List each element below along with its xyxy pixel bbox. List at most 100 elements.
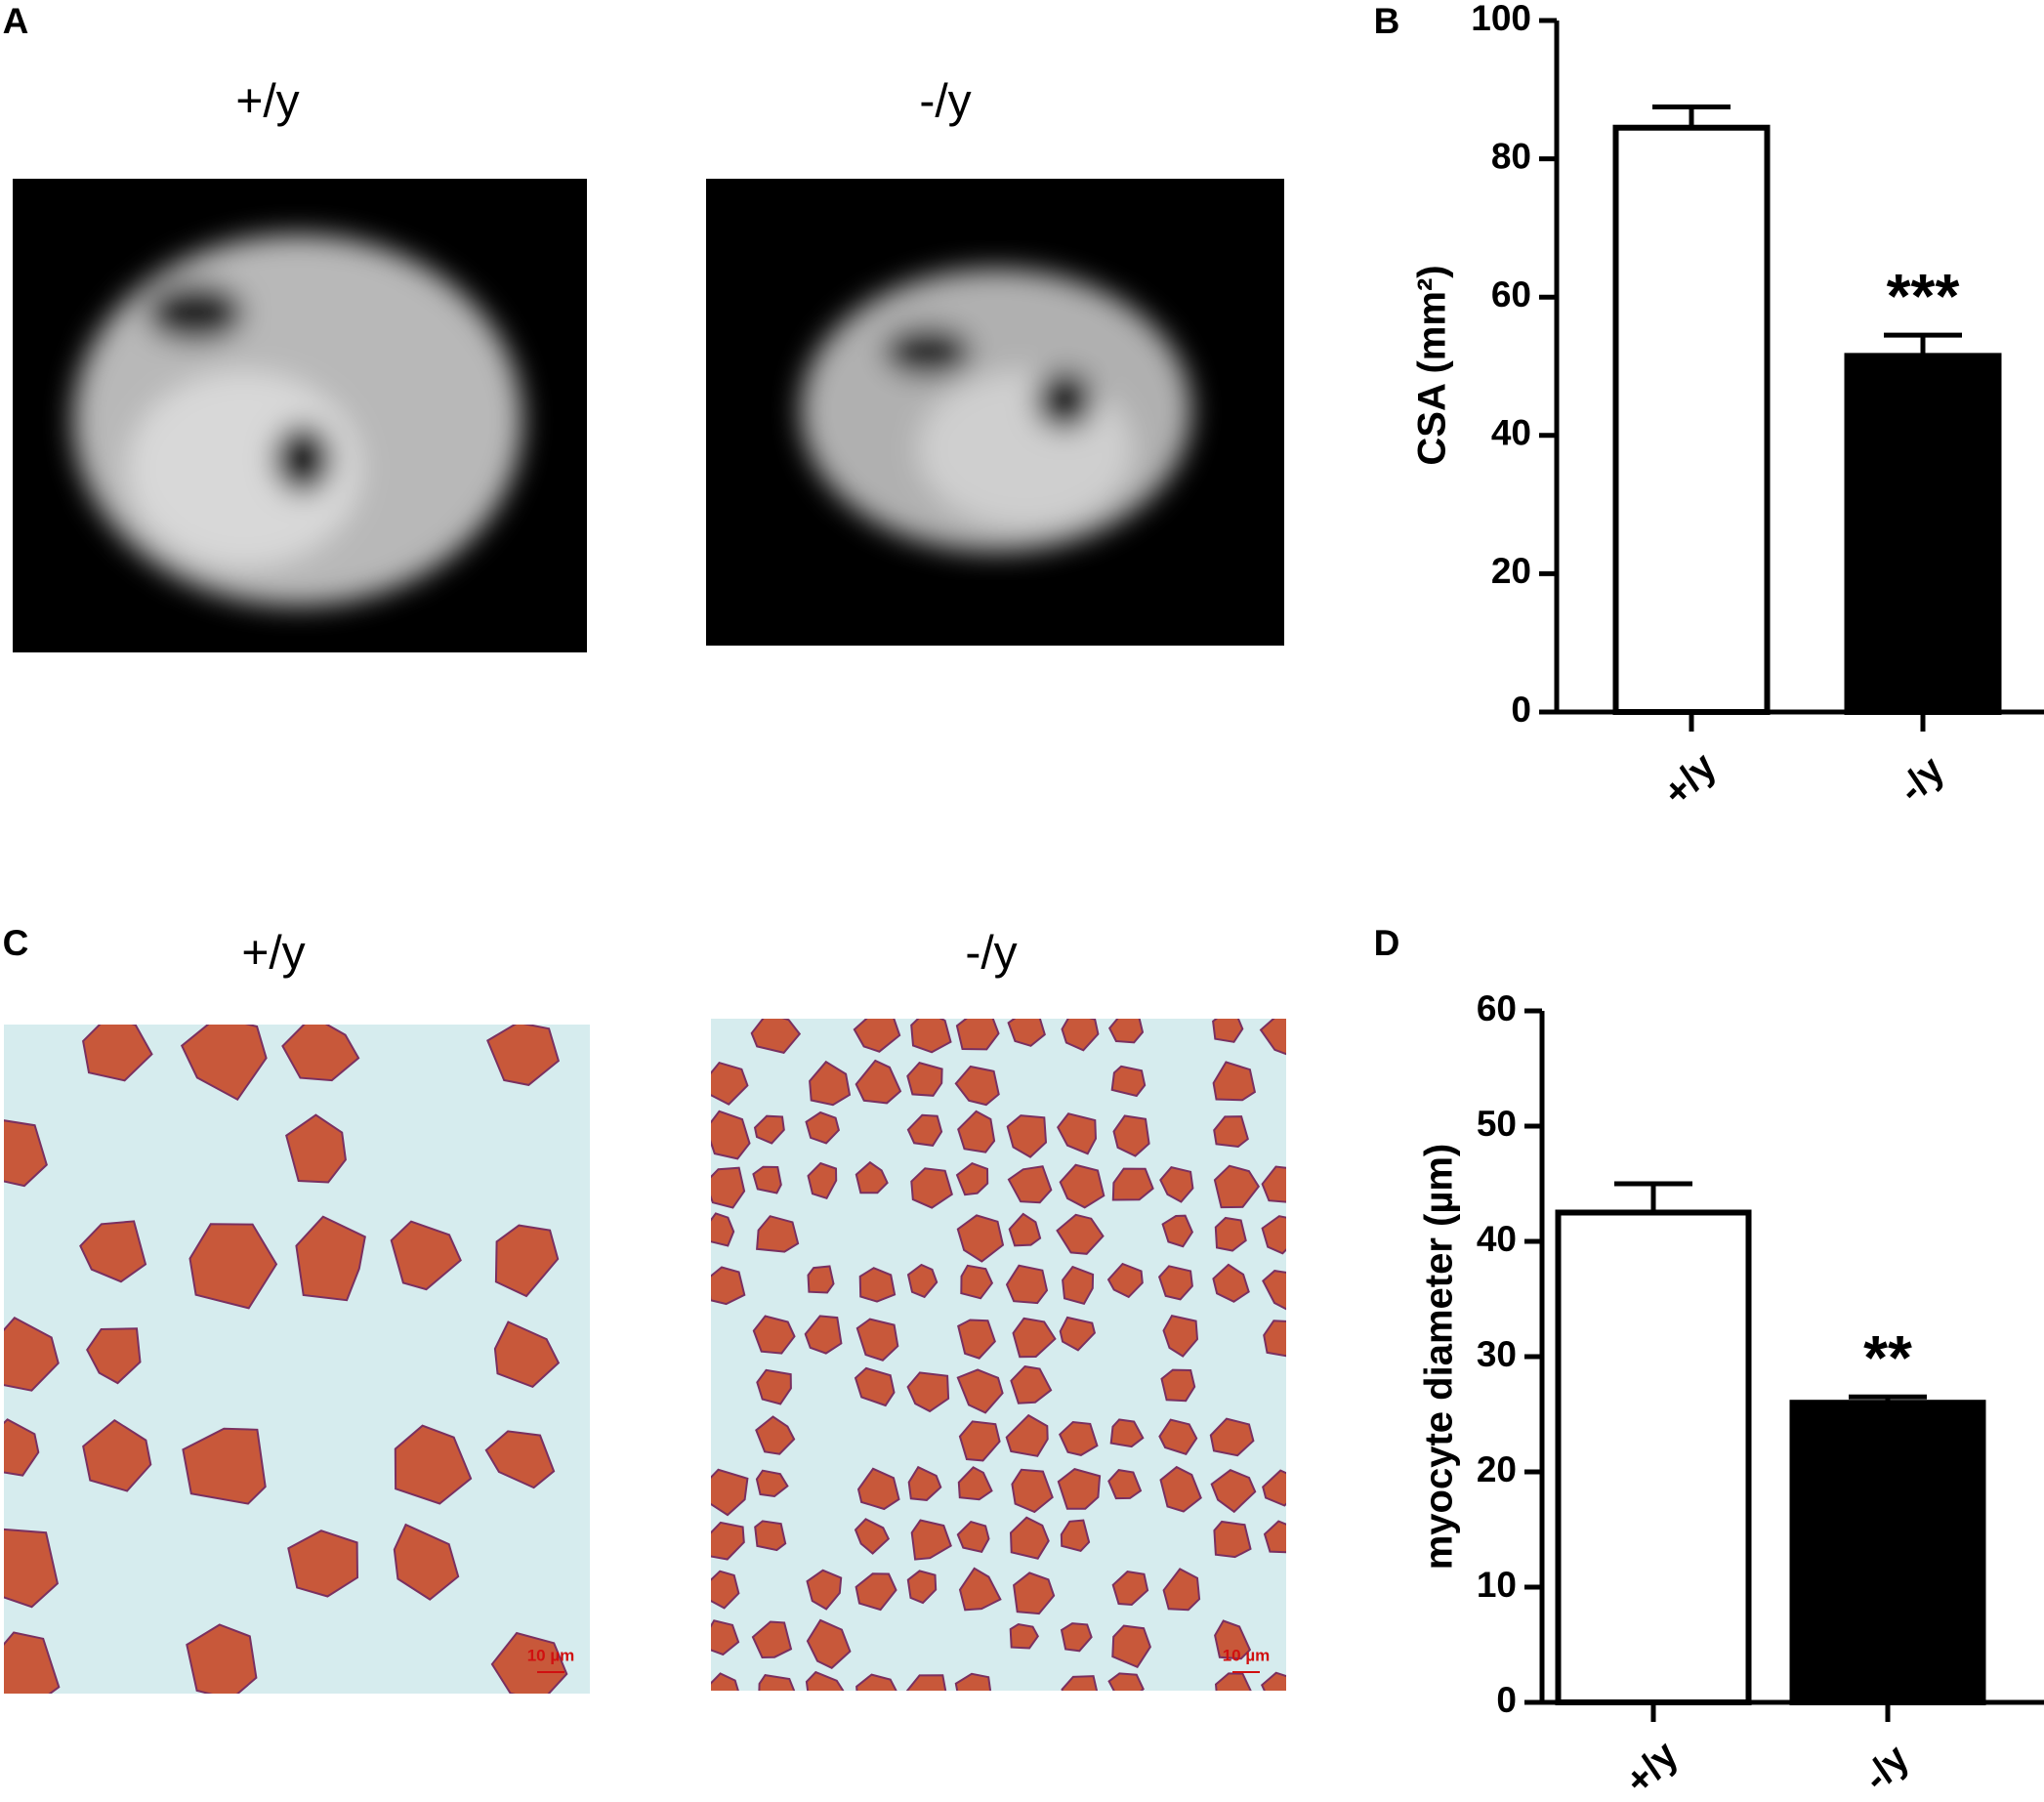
muscle-fiber bbox=[1261, 1165, 1286, 1203]
muscle-fiber bbox=[855, 1160, 889, 1194]
muscle-fiber bbox=[957, 1319, 996, 1360]
muscle-fiber bbox=[954, 1672, 992, 1691]
muscle-fiber bbox=[905, 1674, 947, 1691]
muscle-fiber bbox=[1058, 1420, 1099, 1456]
muscle-fiber bbox=[1009, 1622, 1039, 1650]
significance-label: *** bbox=[1887, 261, 1960, 331]
muscle-fiber bbox=[1111, 1167, 1154, 1201]
x-tick-label: -/y bbox=[1890, 748, 1953, 812]
image-label: +/y bbox=[235, 76, 299, 128]
muscle-fiber bbox=[1005, 1264, 1049, 1305]
muscle-fiber bbox=[755, 1469, 789, 1498]
muscle-fiber bbox=[390, 1220, 462, 1291]
scale-bar-label: 10 µm bbox=[527, 1646, 575, 1664]
muscle-fiber bbox=[4, 1631, 61, 1694]
muscle-fiber bbox=[1060, 1622, 1093, 1653]
muscle-fiber bbox=[855, 1318, 899, 1362]
muscle-fiber bbox=[956, 1214, 1005, 1263]
muscle-fiber bbox=[711, 1468, 749, 1517]
histology-image bbox=[711, 1019, 1286, 1691]
y-axis-label: CSA (mm²) bbox=[1411, 265, 1454, 465]
muscle-fiber bbox=[1262, 1270, 1286, 1311]
muscle-fiber bbox=[82, 1025, 153, 1082]
muscle-fiber bbox=[1212, 1263, 1250, 1303]
muscle-fiber bbox=[711, 1521, 745, 1561]
muscle-fiber bbox=[711, 1570, 740, 1610]
x-tick-label: +/y bbox=[1655, 744, 1726, 815]
muscle-fiber bbox=[1263, 1320, 1286, 1358]
muscle-fiber bbox=[955, 1161, 989, 1196]
muscle-fiber bbox=[4, 1418, 40, 1477]
muscle-fiber bbox=[955, 1019, 1000, 1051]
muscle-fiber bbox=[958, 1567, 1002, 1612]
muscle-fiber bbox=[752, 1315, 796, 1355]
muscle-fiber bbox=[1210, 1469, 1257, 1514]
muscle-fiber bbox=[493, 1320, 561, 1389]
muscle-fiber bbox=[854, 1518, 891, 1555]
muscle-fiber bbox=[1162, 1314, 1199, 1358]
muscle-fiber bbox=[751, 1620, 793, 1659]
image-label: -/y bbox=[965, 928, 1017, 980]
muscle-fiber bbox=[1013, 1572, 1056, 1615]
muscle-fiber bbox=[956, 1520, 990, 1554]
muscle-fiber bbox=[805, 1111, 841, 1145]
histology-cells bbox=[711, 1019, 1286, 1691]
muscle-fiber bbox=[1107, 1469, 1143, 1500]
muscle-fiber bbox=[1057, 1468, 1102, 1510]
muscle-fiber bbox=[1006, 1114, 1048, 1158]
panel-label: B bbox=[1374, 1, 1400, 41]
muscle-fiber bbox=[1159, 1465, 1202, 1513]
muscle-fiber bbox=[960, 1264, 994, 1300]
muscle-fiber bbox=[1213, 1520, 1252, 1559]
muscle-fiber bbox=[804, 1315, 843, 1355]
muscle-fiber bbox=[1259, 1019, 1286, 1056]
muscle-fiber bbox=[490, 1631, 568, 1694]
muscle-fiber bbox=[711, 1110, 751, 1160]
muscle-fiber bbox=[957, 1110, 996, 1153]
muscle-fiber bbox=[910, 1019, 952, 1054]
muscle-fiber bbox=[1159, 1165, 1194, 1203]
muscle-fiber bbox=[855, 1572, 897, 1612]
muscle-fiber bbox=[756, 1215, 800, 1253]
muscle-fiber bbox=[807, 1161, 838, 1200]
image-label: -/y bbox=[919, 76, 971, 128]
mri-tissue bbox=[73, 234, 522, 606]
y-axis-label: myocyte diameter (µm) bbox=[1418, 1144, 1461, 1571]
muscle-fiber bbox=[711, 1061, 749, 1106]
y-tick-label: 20 bbox=[1491, 551, 1531, 591]
y-tick-label: 30 bbox=[1477, 1334, 1517, 1374]
muscle-fiber bbox=[594, 1224, 673, 1301]
muscle-fiber bbox=[1059, 1316, 1097, 1352]
muscle-fiber bbox=[806, 1618, 852, 1669]
muscle-fiber bbox=[188, 1223, 278, 1310]
muscle-fiber bbox=[1106, 1262, 1144, 1299]
muscle-fiber bbox=[1262, 1469, 1286, 1507]
muscle-fiber bbox=[807, 1265, 835, 1294]
muscle-fiber bbox=[1008, 1212, 1042, 1247]
significance-label: ** bbox=[1863, 1322, 1912, 1393]
muscle-fiber bbox=[1109, 1418, 1145, 1448]
y-tick-label: 60 bbox=[1477, 988, 1517, 1028]
muscle-fiber bbox=[1212, 1019, 1244, 1043]
muscle-fiber bbox=[1214, 1672, 1252, 1691]
muscle-fiber bbox=[4, 1317, 60, 1392]
muscle-fiber bbox=[180, 1025, 268, 1102]
muscle-fiber bbox=[906, 1113, 943, 1147]
panel-label: D bbox=[1374, 923, 1400, 963]
x-tick-label: +/y bbox=[1617, 1733, 1688, 1802]
muscle-fiber bbox=[1160, 1368, 1196, 1403]
muscle-fiber bbox=[1007, 1019, 1046, 1047]
muscle-fiber bbox=[1107, 1672, 1145, 1691]
muscle-fiber bbox=[1212, 1061, 1257, 1102]
muscle-fiber bbox=[182, 1427, 267, 1505]
muscle-fiber bbox=[1209, 1417, 1255, 1457]
muscle-fiber bbox=[855, 1673, 897, 1691]
muscle-fiber bbox=[753, 1114, 785, 1145]
muscle-fiber bbox=[1057, 1112, 1098, 1155]
muscle-fiber bbox=[806, 1569, 843, 1611]
muscle-fiber bbox=[1260, 1671, 1286, 1691]
muscle-fiber bbox=[958, 1420, 1001, 1462]
muscle-fiber bbox=[281, 1025, 360, 1082]
muscle-fiber bbox=[1005, 1413, 1049, 1457]
muscle-fiber bbox=[82, 1418, 152, 1492]
